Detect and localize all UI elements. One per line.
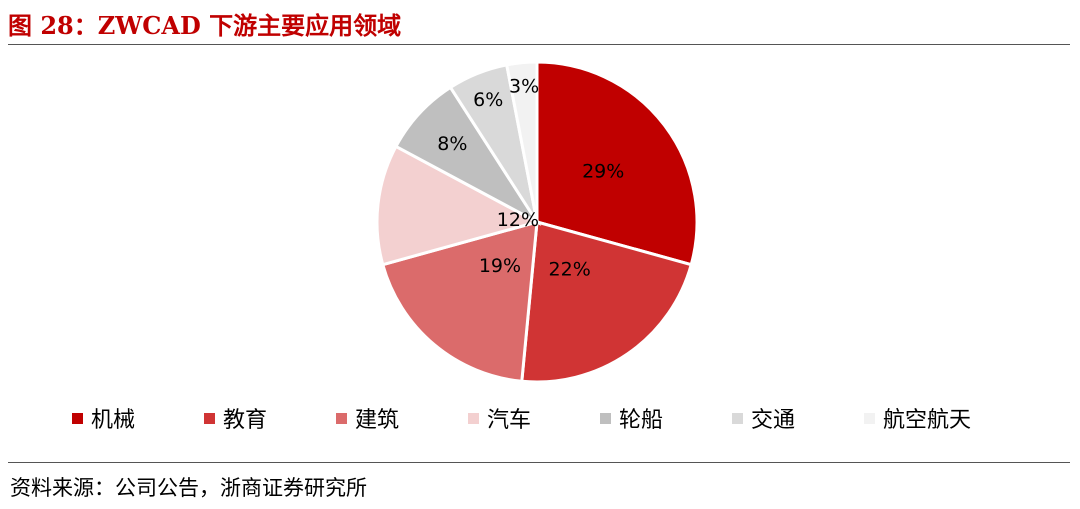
- legend-item-7: 航空航天: [864, 402, 996, 434]
- legend-item-5: 轮船: [600, 402, 732, 434]
- legend-label: 汽车: [487, 408, 532, 433]
- pie-data-label-2: 22%: [549, 258, 591, 280]
- legend-swatch: [336, 412, 347, 424]
- legend-label: 交通: [751, 408, 796, 433]
- legend-item-3: 建筑: [336, 402, 468, 434]
- pie-data-label-1: 29%: [582, 161, 624, 183]
- legend-item-4: 汽车: [468, 402, 600, 434]
- legend-label: 建筑: [355, 408, 400, 433]
- pie-chart: 29% 22% 19% 12% 8% 6% 3%: [375, 60, 699, 384]
- pie-slice-7: [504, 60, 539, 223]
- source-note: 资料来源：公司公告，浙商证券研究所: [10, 476, 367, 500]
- pie-slice-3: [380, 219, 539, 383]
- legend-item-6: 交通: [732, 402, 864, 434]
- title-rule: [8, 44, 1070, 45]
- legend-swatch: [864, 412, 875, 424]
- pie-data-label-4: 12%: [497, 209, 539, 231]
- pie-data-label-6: 6%: [473, 89, 503, 111]
- legend-swatch: [72, 412, 83, 424]
- pie-data-label-7: 3%: [509, 76, 539, 98]
- chart-legend: 机械 教育 建筑 汽车 轮船 交通 航空航天: [72, 400, 1032, 436]
- pie-data-label-3: 19%: [479, 255, 521, 277]
- legend-item-2: 教育: [204, 402, 336, 434]
- pie-slice-1: [535, 60, 699, 267]
- figure-title: 图 28：ZWCAD 下游主要应用领域: [8, 11, 402, 40]
- pie-slice-4: [375, 144, 542, 267]
- legend-swatch: [600, 412, 611, 424]
- legend-swatch: [732, 412, 743, 424]
- legend-label: 轮船: [619, 408, 664, 433]
- legend-label: 机械: [91, 408, 136, 433]
- source-rule: [8, 462, 1070, 463]
- legend-label: 教育: [223, 408, 268, 433]
- legend-swatch: [204, 412, 215, 424]
- legend-item-1: 机械: [72, 402, 204, 434]
- legend-swatch: [468, 412, 479, 424]
- legend-label: 航空航天: [883, 408, 972, 433]
- pie-data-label-5: 8%: [437, 133, 467, 155]
- pie-slice-2: [520, 220, 694, 384]
